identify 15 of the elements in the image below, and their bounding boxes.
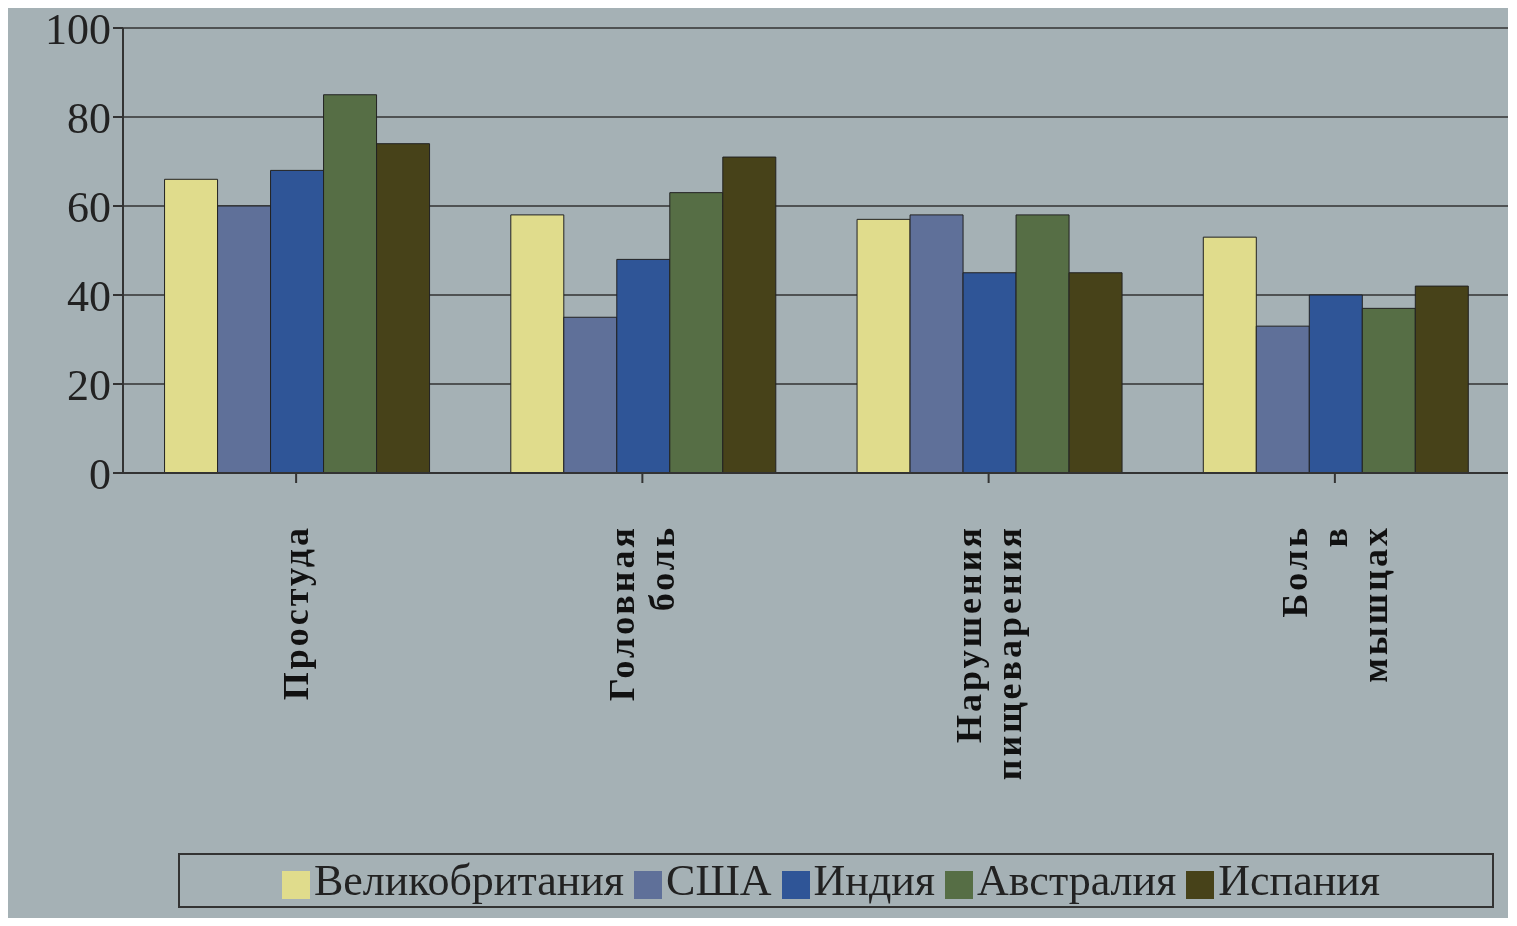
legend-label: Великобритания <box>313 856 625 905</box>
x-tick-label: Боль в мышцах <box>1274 525 1395 683</box>
x-tick-label: Нарушения пищеварения <box>948 525 1029 781</box>
y-tick-label: 80 <box>67 93 111 143</box>
x-tick-label: Простуда <box>276 525 317 701</box>
y-tick-label: 100 <box>45 4 111 54</box>
legend-label: Испания <box>1218 856 1381 905</box>
y-tick-label: 60 <box>67 182 111 232</box>
y-tick-label: 0 <box>89 449 111 499</box>
legend-label: Индия <box>813 856 936 905</box>
legend-label: США <box>666 856 772 905</box>
y-tick-label: 40 <box>67 271 111 321</box>
x-tick-label: Головная боль <box>602 525 683 702</box>
legend-label: Австралия <box>977 856 1177 905</box>
y-tick-label: 20 <box>67 360 111 410</box>
